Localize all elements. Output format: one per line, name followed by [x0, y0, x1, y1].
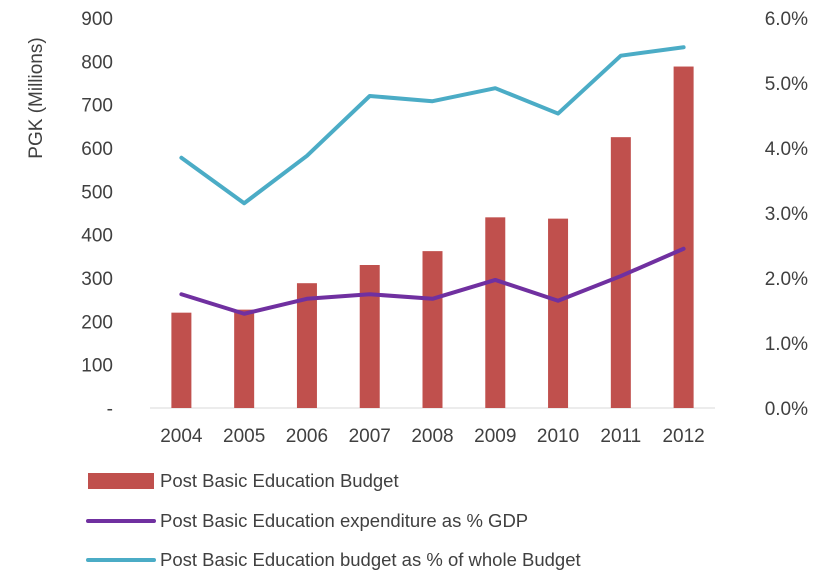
- x-tick-label: 2012: [662, 426, 704, 447]
- left-tick-label: 400: [81, 226, 113, 247]
- x-tick-label: 2008: [411, 426, 453, 447]
- right-axis-ticks: 0.0% 1.0% 2.0% 3.0% 4.0% 5.0% 6.0%: [765, 9, 808, 420]
- legend-label: Post Basic Education expenditure as % GD…: [160, 510, 528, 531]
- right-tick-label: 6.0%: [765, 9, 808, 30]
- x-tick-label: 2005: [223, 426, 265, 447]
- bar-2011: [610, 137, 631, 408]
- legend-label: Post Basic Education budget as % of whol…: [160, 549, 581, 570]
- left-tick-label: 800: [81, 52, 113, 73]
- left-tick-label: 900: [81, 9, 113, 30]
- left-tick-label: 100: [81, 356, 113, 377]
- bar-2012: [673, 66, 694, 409]
- x-tick-label: 2006: [286, 426, 328, 447]
- bar-2006: [296, 283, 317, 408]
- left-tick-label: 600: [81, 139, 113, 160]
- bar-2004: [171, 312, 192, 408]
- x-tick-label: 2011: [600, 426, 641, 447]
- legend-label: Post Basic Education Budget: [160, 470, 399, 491]
- left-tick-label: 300: [81, 269, 113, 290]
- line-series: [179, 45, 686, 316]
- line-series-2: [179, 45, 686, 206]
- y-axis-title: PGK (Millions): [26, 37, 47, 158]
- bar-2007: [359, 265, 380, 408]
- bar-2008: [422, 251, 443, 408]
- right-tick-label: 0.0%: [765, 399, 808, 420]
- left-tick-label: 200: [81, 312, 113, 333]
- left-tick-label: 500: [81, 182, 113, 203]
- bar-2005: [234, 309, 255, 408]
- left-tick-label: 700: [81, 96, 113, 117]
- legend: Post Basic Education Budget Post Basic Ed…: [86, 470, 581, 570]
- left-tick-label: -: [107, 399, 113, 420]
- x-tick-label: 2010: [537, 426, 579, 447]
- x-tick-label: 2004: [160, 426, 203, 447]
- right-tick-label: 4.0%: [765, 139, 808, 160]
- legend-swatch-bar: [88, 473, 154, 489]
- x-axis-ticks: 2004 2005 2006 2007 2008 2009 2010 2011 2012: [160, 426, 705, 447]
- left-axis-ticks: - 100 200 300 400 500 600 700 800 900: [81, 9, 113, 420]
- right-tick-label: 1.0%: [765, 334, 808, 355]
- x-tick-label: 2007: [349, 426, 391, 447]
- bar-2010: [548, 218, 569, 408]
- right-tick-label: 2.0%: [765, 269, 808, 290]
- right-tick-label: 5.0%: [765, 74, 808, 95]
- right-tick-label: 3.0%: [765, 204, 808, 225]
- bar-series: [171, 66, 694, 409]
- x-tick-label: 2009: [474, 426, 516, 447]
- bar-2009: [485, 217, 506, 408]
- line-series-1: [179, 246, 686, 316]
